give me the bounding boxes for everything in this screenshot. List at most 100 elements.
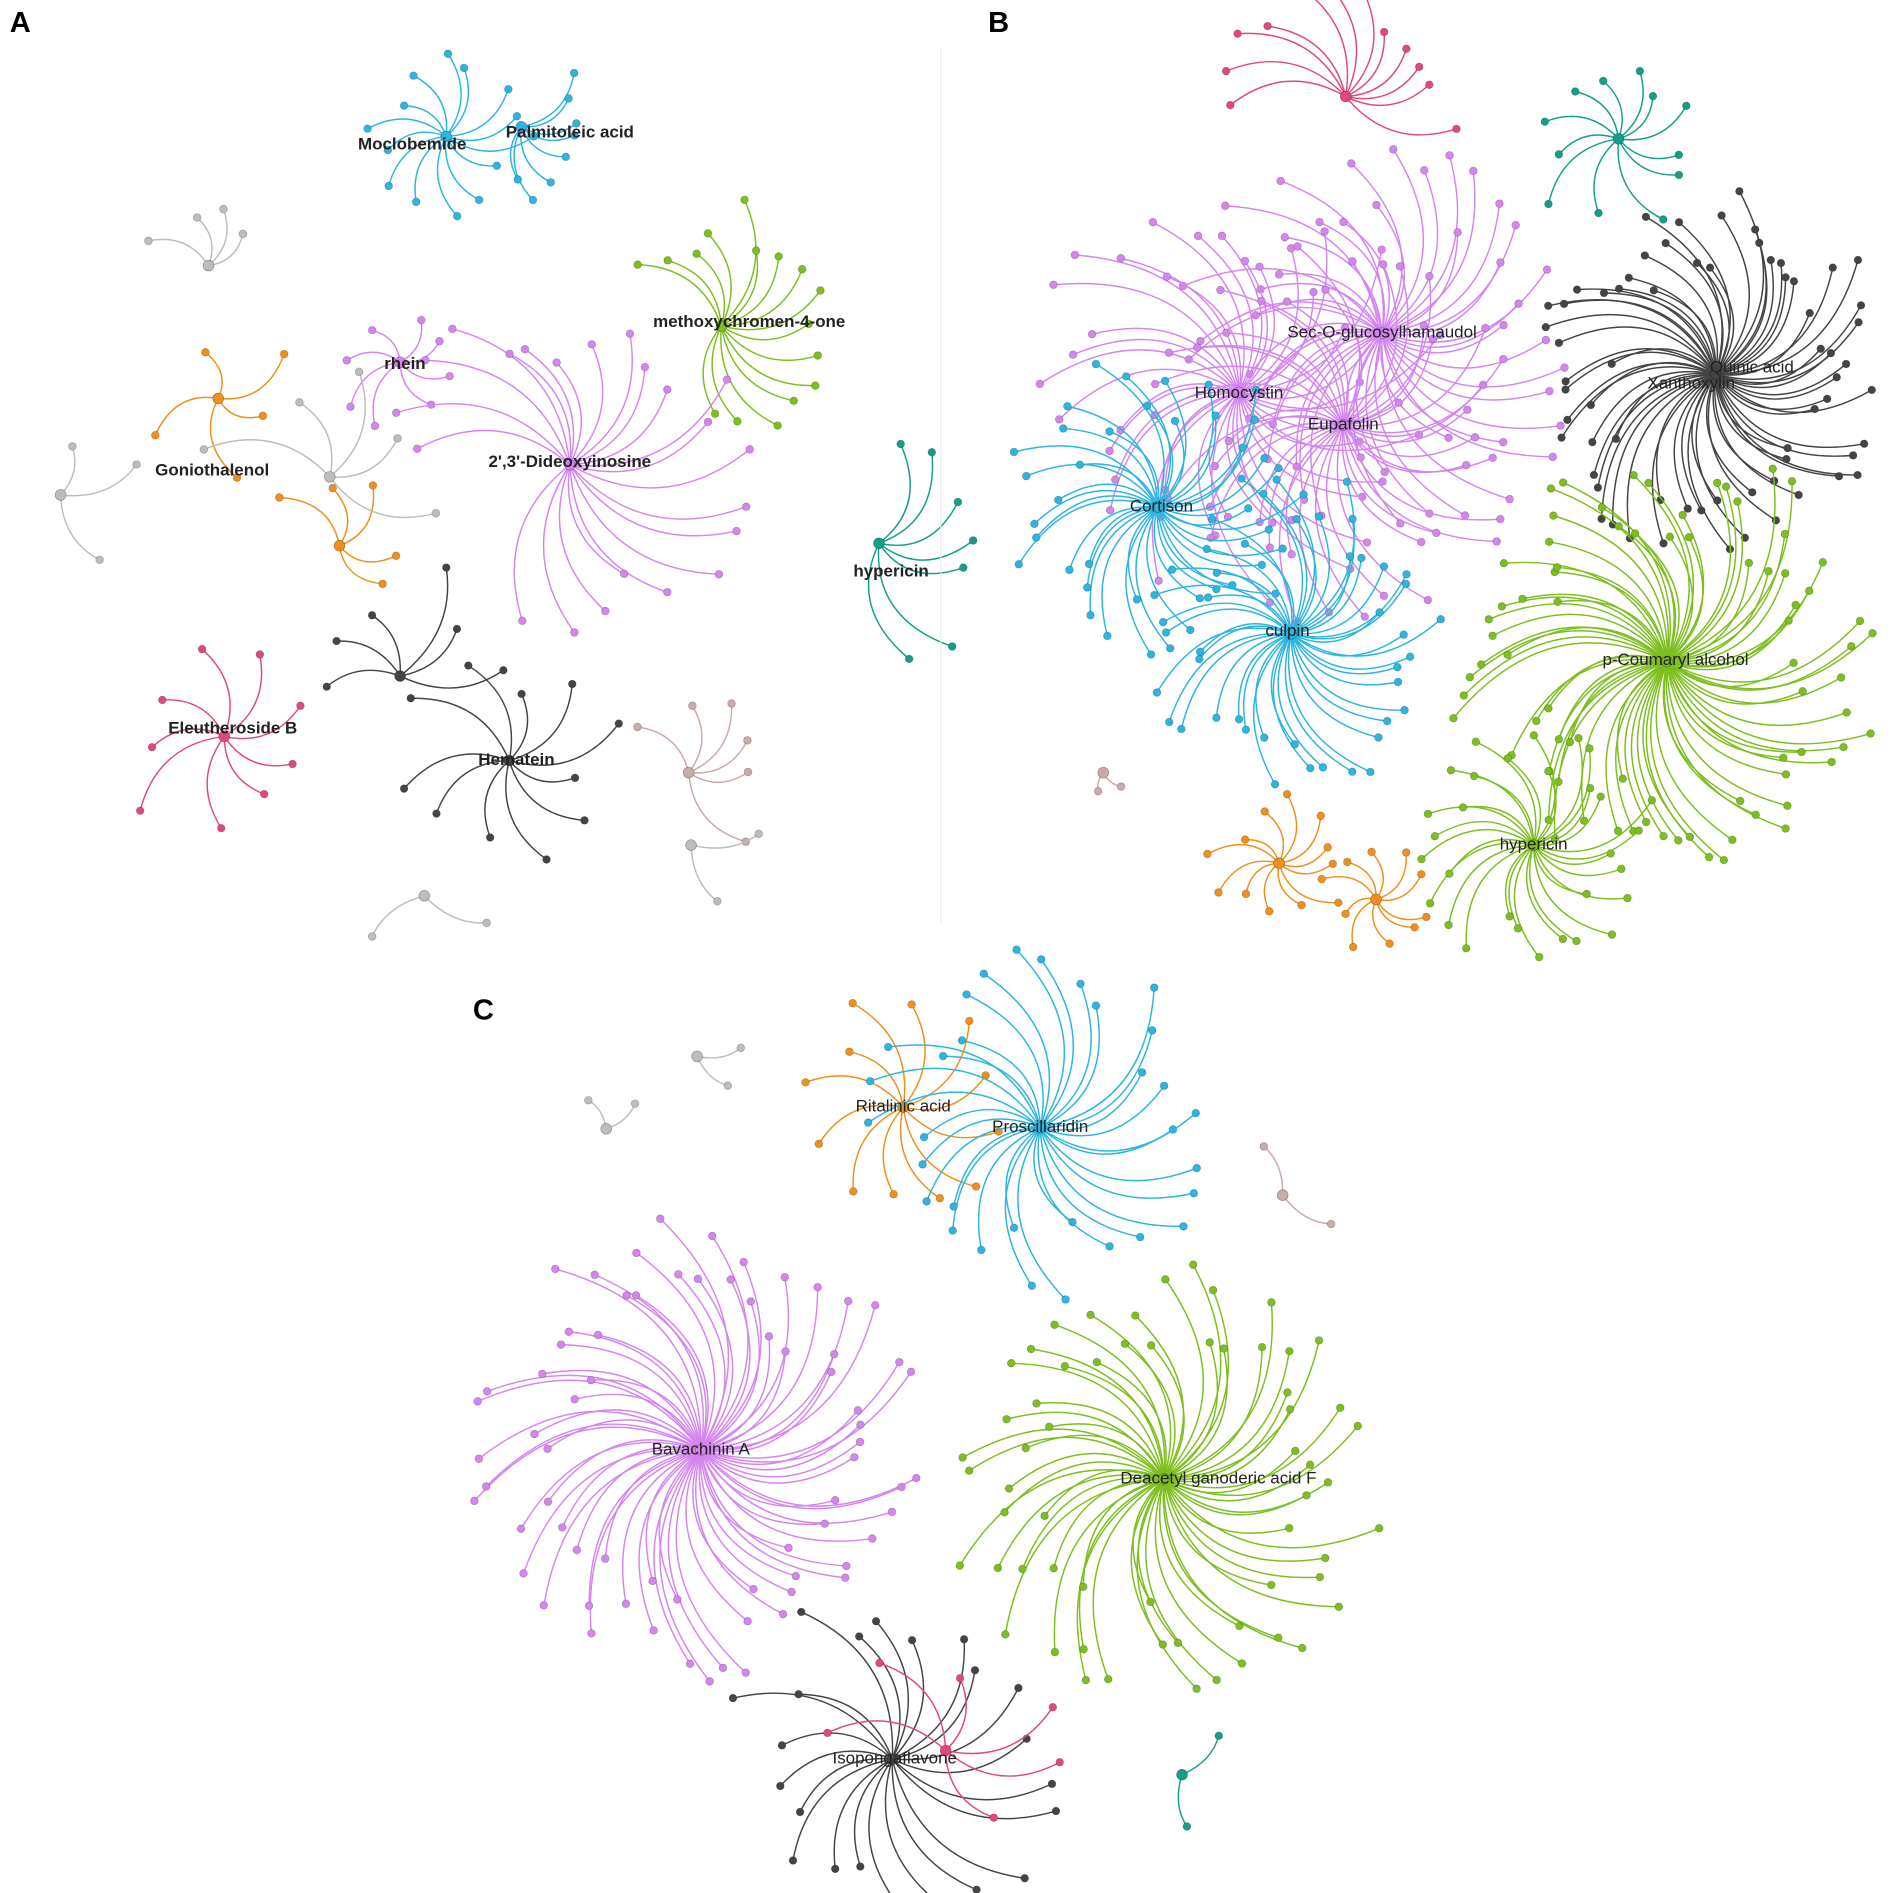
edge <box>1666 661 1784 759</box>
node <box>736 1043 746 1053</box>
node <box>1233 29 1242 38</box>
edge <box>849 1051 904 1108</box>
edge <box>1666 661 1832 764</box>
node <box>1036 955 1046 964</box>
node <box>1116 782 1126 791</box>
edge <box>1078 1478 1165 1650</box>
hub-node <box>503 754 516 767</box>
node <box>733 417 742 426</box>
edge <box>1666 661 1844 752</box>
node <box>1251 385 1261 395</box>
node <box>1297 900 1306 910</box>
node <box>964 1466 974 1475</box>
node <box>1044 1422 1054 1432</box>
edge <box>869 1067 1041 1129</box>
edge <box>1163 1478 1290 1534</box>
edge <box>1057 483 1159 508</box>
edge <box>1290 633 1405 711</box>
node <box>391 551 401 560</box>
node <box>1553 597 1562 607</box>
edge <box>1501 596 1668 662</box>
edge <box>1590 361 1716 406</box>
edge <box>569 464 668 593</box>
node <box>1586 400 1596 410</box>
node <box>1586 784 1595 793</box>
edge <box>558 464 606 612</box>
node <box>1192 343 1202 352</box>
node <box>135 806 145 815</box>
node <box>1780 529 1790 539</box>
node <box>977 1245 986 1255</box>
edge <box>1557 660 1668 782</box>
node <box>530 1429 539 1439</box>
node <box>1260 733 1269 742</box>
node <box>1481 323 1490 333</box>
edge <box>635 1294 709 1451</box>
node <box>539 1601 549 1610</box>
edge <box>339 485 375 547</box>
edge <box>329 476 437 519</box>
node <box>474 195 484 205</box>
node <box>1207 514 1217 524</box>
node <box>1224 436 1234 446</box>
node <box>741 1668 750 1677</box>
edge <box>1666 604 1797 668</box>
edge <box>1712 374 1775 482</box>
edge <box>827 1720 947 1752</box>
edge <box>1475 741 1537 846</box>
node <box>1379 27 1389 37</box>
edge <box>1162 602 1292 635</box>
node <box>743 1617 752 1626</box>
edge <box>423 895 487 924</box>
node <box>1629 470 1638 480</box>
edge <box>626 1294 707 1451</box>
edge <box>688 740 749 774</box>
edge <box>818 1104 904 1145</box>
edge <box>690 833 760 849</box>
edge <box>445 67 470 137</box>
edge <box>902 1106 999 1139</box>
node <box>1191 1108 1201 1118</box>
node <box>1203 849 1212 859</box>
edge <box>1707 374 1777 521</box>
edge <box>1507 757 1542 846</box>
node <box>499 666 508 675</box>
node <box>1160 376 1170 386</box>
node <box>1563 415 1572 425</box>
edge <box>720 250 759 327</box>
node <box>1498 437 1508 447</box>
node <box>935 1193 945 1203</box>
node <box>1105 446 1114 456</box>
edge <box>1245 838 1280 864</box>
node <box>1164 348 1174 357</box>
edge <box>1264 810 1285 864</box>
edge <box>1565 348 1716 382</box>
node <box>1598 76 1608 86</box>
node <box>1597 503 1607 512</box>
edge <box>692 1449 754 1590</box>
node <box>1378 477 1387 486</box>
edge <box>1381 332 1565 388</box>
edge <box>891 1738 1028 1774</box>
edge <box>1134 1315 1185 1480</box>
node <box>1357 553 1366 563</box>
node <box>1055 415 1064 424</box>
edge <box>1150 1344 1185 1480</box>
node <box>1366 767 1375 777</box>
node <box>1488 631 1497 640</box>
node <box>1549 511 1558 520</box>
edge <box>1004 1127 1041 1287</box>
edge <box>1371 851 1384 900</box>
edge <box>224 705 302 740</box>
node <box>1063 402 1072 411</box>
edge <box>1715 348 1822 385</box>
node <box>1146 1597 1155 1607</box>
edge <box>1216 572 1292 634</box>
node <box>743 767 753 777</box>
edge <box>1030 1348 1165 1479</box>
node <box>1075 460 1085 470</box>
node <box>1733 497 1742 506</box>
node <box>470 1496 479 1506</box>
node <box>1234 715 1244 724</box>
edge <box>1666 661 1788 807</box>
